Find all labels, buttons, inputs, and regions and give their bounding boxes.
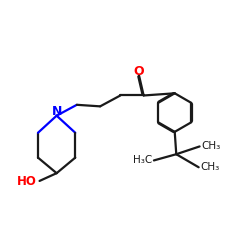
Text: CH₃: CH₃ [202,142,221,152]
Text: N: N [52,105,62,118]
Text: H₃C: H₃C [133,156,152,166]
Text: CH₃: CH₃ [200,162,220,172]
Text: HO: HO [17,175,37,188]
Text: O: O [134,65,144,78]
